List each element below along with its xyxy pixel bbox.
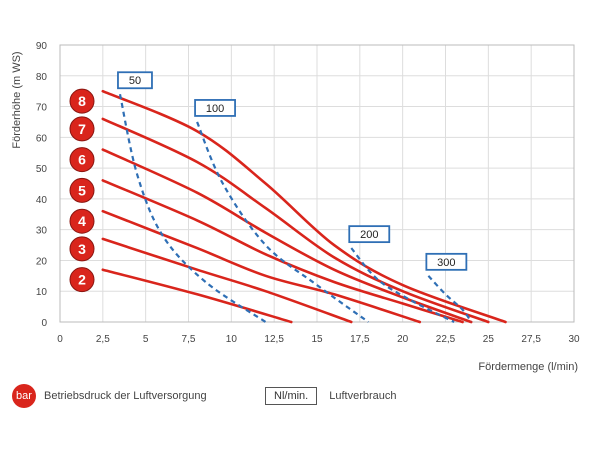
x-tick-label: 2,5 (96, 334, 110, 345)
pressure-curve-3 (101, 237, 353, 324)
pressure-badge-label: 5 (78, 182, 86, 198)
y-tick-label: 80 (36, 72, 48, 83)
nl-box: Nl/min. (265, 387, 318, 405)
bar-badge: bar (12, 384, 36, 408)
air-legend: Nl/min. Luftverbrauch (265, 384, 397, 408)
x-tick-label: 5 (143, 334, 149, 345)
x-tick-label: 17,5 (350, 334, 370, 345)
air-label-box (425, 252, 468, 271)
pressure-badge-label: 4 (78, 213, 86, 229)
pressure-badge (69, 267, 95, 293)
air-label-box (117, 71, 153, 90)
pressure-legend: bar Betriebsdruck der Luftversorgung (12, 384, 207, 408)
y-tick-label: 30 (36, 226, 48, 237)
pressure-curve-8 (101, 89, 507, 324)
y-tick-label: 20 (36, 256, 48, 267)
air-label: 300 (437, 257, 455, 269)
air-label-box (348, 225, 391, 244)
x-tick-label: 0 (57, 334, 63, 345)
pressure-badge (69, 147, 95, 173)
air-label: 100 (206, 103, 224, 115)
y-tick-label: 40 (36, 195, 48, 206)
air-label: 50 (129, 75, 141, 87)
plot-frame (59, 44, 575, 323)
pressure-badge (69, 208, 95, 234)
pressure-badge-label: 3 (78, 241, 86, 257)
y-tick-label: 0 (41, 318, 47, 329)
pressure-badge-label: 7 (78, 121, 86, 137)
x-tick-label: 27,5 (521, 334, 541, 345)
pressure-badge-label: 8 (78, 93, 86, 109)
y-tick-label: 10 (36, 287, 48, 298)
y-tick-label: 60 (36, 133, 48, 144)
pump-performance-chart: 0 2,5 5 7,5 10 12,5 15 17,5 20 22,5 25 27,5 30010203… (11, 41, 580, 373)
x-tick-label: 20 (397, 334, 409, 345)
pressure-legend-text: Betriebsdruck der Luftversorgung (44, 390, 207, 402)
x-axis-title: Fördermenge (l/min) (478, 361, 578, 373)
pressure-badge-label: 2 (78, 272, 86, 288)
x-tick-label: 25 (483, 334, 495, 345)
x-tick-label: 10 (226, 334, 238, 345)
y-tick-label: 90 (36, 41, 48, 52)
y-axis-title: Förderhöhe (m WS) (11, 51, 23, 148)
pressure-badge-label: 6 (78, 152, 86, 168)
x-tick-label: 15 (311, 334, 323, 345)
pressure-badge (69, 177, 95, 203)
pressure-curve-2 (101, 268, 293, 324)
air-label: 200 (360, 229, 378, 241)
y-tick-label: 50 (36, 164, 48, 175)
pressure-badge (69, 236, 95, 262)
pressure-badge (69, 88, 95, 114)
pressure-curve-4 (101, 209, 422, 324)
x-tick-label: 22,5 (436, 334, 456, 345)
air-curve-300 (427, 275, 473, 323)
air-curve-50 (118, 93, 267, 323)
x-tick-label: 7,5 (182, 334, 196, 345)
pressure-badge (69, 116, 95, 142)
air-legend-text: Luftverbrauch (329, 390, 397, 402)
x-tick-label: 30 (568, 334, 580, 345)
air-label-box (194, 99, 236, 117)
x-tick-label: 12,5 (264, 334, 284, 345)
y-tick-label: 70 (36, 103, 48, 114)
pressure-curve-7 (101, 117, 490, 324)
